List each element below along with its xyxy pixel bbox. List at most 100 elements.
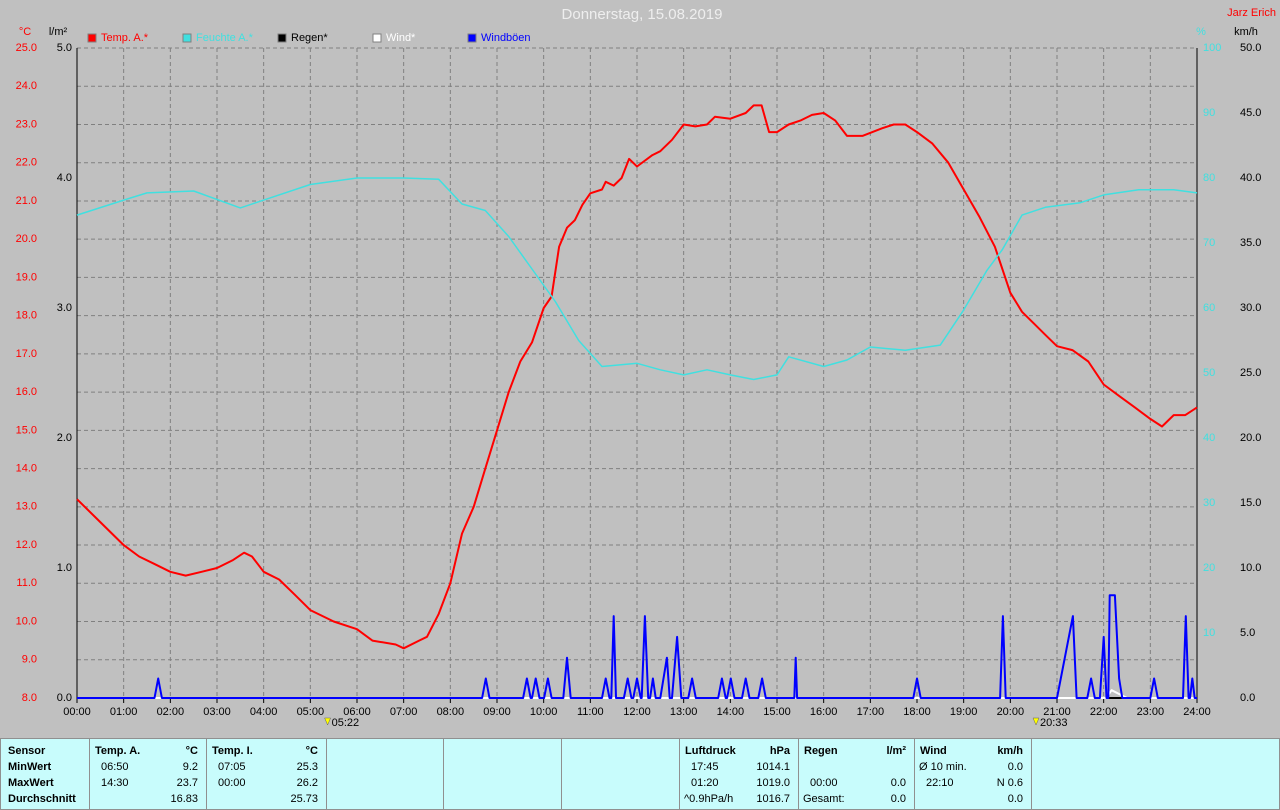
y-tick-label: 21.0	[16, 195, 37, 207]
y2-tick-label: 2.0	[57, 432, 72, 444]
y-tick-label: 9.0	[22, 654, 37, 666]
x-tick-label: 17:00	[857, 706, 885, 718]
stats-value: 1014.1	[756, 761, 790, 773]
y-tick-label: 14.0	[16, 462, 37, 474]
stats-time: ^0.9hPa/h	[684, 793, 734, 805]
y-tick-label: 13.0	[16, 501, 37, 513]
sun-time: 05:22	[332, 717, 360, 729]
author: Jarz Erich	[1227, 7, 1276, 19]
stats-value: 25.73	[290, 793, 318, 805]
x-tick-label: 11:00	[577, 706, 604, 718]
y4-tick-label: 15.0	[1240, 497, 1261, 509]
separator	[914, 739, 915, 809]
y-axis-unit: °C	[19, 26, 31, 38]
x-tick-label: 18:00	[903, 706, 931, 718]
y-tick-label: 10.0	[16, 615, 37, 627]
separator	[798, 739, 799, 809]
x-tick-label: 19:00	[950, 706, 978, 718]
x-tick-label: 24:00	[1183, 706, 1211, 718]
stats-header: Temp. A.	[95, 745, 141, 757]
y-tick-label: 24.0	[16, 80, 37, 92]
legend-swatch	[467, 33, 477, 43]
x-tick-label: 01:00	[110, 706, 138, 718]
y3-tick-label: 90	[1203, 107, 1215, 119]
y4-tick-label: 25.0	[1240, 367, 1261, 379]
stats-label: Durchschnitt	[8, 793, 76, 805]
stats-value: 1019.0	[756, 777, 790, 789]
sun-time: 20:33	[1040, 717, 1068, 729]
x-tick-label: 22:00	[1090, 706, 1118, 718]
series-line	[76, 104, 1198, 650]
y-tick-label: 12.0	[16, 539, 37, 551]
legend-label: Temp. A.*	[101, 32, 149, 44]
stats-value: 26.2	[296, 777, 318, 789]
x-tick-label: 05:00	[297, 706, 325, 718]
stats-header: Wind	[920, 745, 947, 757]
x-tick-label: 21:00	[1043, 706, 1071, 718]
x-tick-label: 03:00	[203, 706, 231, 718]
y4-tick-label: 45.0	[1240, 107, 1261, 119]
stats-time: 00:00	[218, 777, 246, 789]
legend-swatch	[372, 33, 382, 43]
stats-value: 0.0	[1007, 761, 1023, 773]
stats-value: 16.83	[170, 793, 198, 805]
x-tick-label: 10:00	[530, 706, 558, 718]
series-line	[76, 177, 1198, 381]
stats-value: 25.3	[296, 761, 318, 773]
y4-tick-label: 40.0	[1240, 172, 1261, 184]
y-tick-label: 22.0	[16, 157, 37, 169]
stats-time: 00:00	[810, 777, 838, 789]
stats-label: MaxWert	[8, 777, 54, 789]
y4-axis-unit: km/h	[1234, 26, 1258, 38]
y-tick-label: 11.0	[16, 577, 37, 589]
y3-tick-label: 10	[1203, 627, 1215, 639]
stats-panel: Sensor MinWert MaxWert Durchschnitt Temp. A.…	[0, 738, 1280, 810]
stats-unit: hPa	[769, 745, 790, 757]
stats-header: Regen	[804, 745, 838, 757]
y3-tick-label: 40	[1203, 432, 1215, 444]
y4-tick-label: 50.0	[1240, 42, 1261, 54]
stats-time: 06:50	[101, 761, 129, 773]
x-tick-label: 02:00	[157, 706, 185, 718]
separator	[326, 739, 327, 809]
stats-header: Temp. I.	[212, 745, 253, 757]
legend-label: Feuchte A.*	[196, 32, 254, 44]
x-tick-label: 16:00	[810, 706, 838, 718]
y2-tick-label: 1.0	[57, 562, 72, 574]
y4-tick-label: 0.0	[1240, 692, 1255, 704]
y-tick-label: 15.0	[16, 424, 37, 436]
stats-value: 23.7	[176, 777, 198, 789]
y4-tick-label: 5.0	[1240, 627, 1255, 639]
y2-tick-label: 5.0	[57, 42, 72, 54]
y-tick-label: 17.0	[16, 348, 37, 360]
x-tick-label: 15:00	[763, 706, 791, 718]
x-tick-label: 09:00	[483, 706, 511, 718]
stats-unit: l/m²	[886, 745, 906, 757]
x-tick-label: 20:00	[997, 706, 1025, 718]
stats-value: 9.2	[182, 761, 198, 773]
x-tick-label: 08:00	[437, 706, 465, 718]
stats-value: 0.0	[1007, 793, 1023, 805]
y-tick-label: 19.0	[16, 271, 37, 283]
legend-swatch	[277, 33, 287, 43]
y3-tick-label: 100	[1203, 42, 1221, 54]
stats-time: 07:05	[218, 761, 246, 773]
y2-tick-label: 0.0	[57, 692, 72, 704]
y-tick-label: 25.0	[16, 42, 37, 54]
y3-tick-label: 20	[1203, 562, 1215, 574]
stats-unit: °C	[185, 745, 198, 757]
sun-marker	[324, 717, 331, 726]
y4-tick-label: 30.0	[1240, 302, 1261, 314]
stats-label: Sensor	[8, 745, 46, 757]
x-tick-label: 12:00	[623, 706, 651, 718]
stats-time: Ø 10 min.	[919, 761, 967, 773]
x-tick-label: 07:00	[390, 706, 418, 718]
separator	[443, 739, 444, 809]
separator	[89, 739, 90, 809]
legend-swatch	[87, 33, 97, 43]
stats-value: N 0.6	[996, 777, 1023, 789]
y-tick-label: 8.0	[22, 692, 37, 704]
y3-tick-label: 70	[1203, 237, 1215, 249]
y-tick-label: 18.0	[16, 310, 37, 322]
